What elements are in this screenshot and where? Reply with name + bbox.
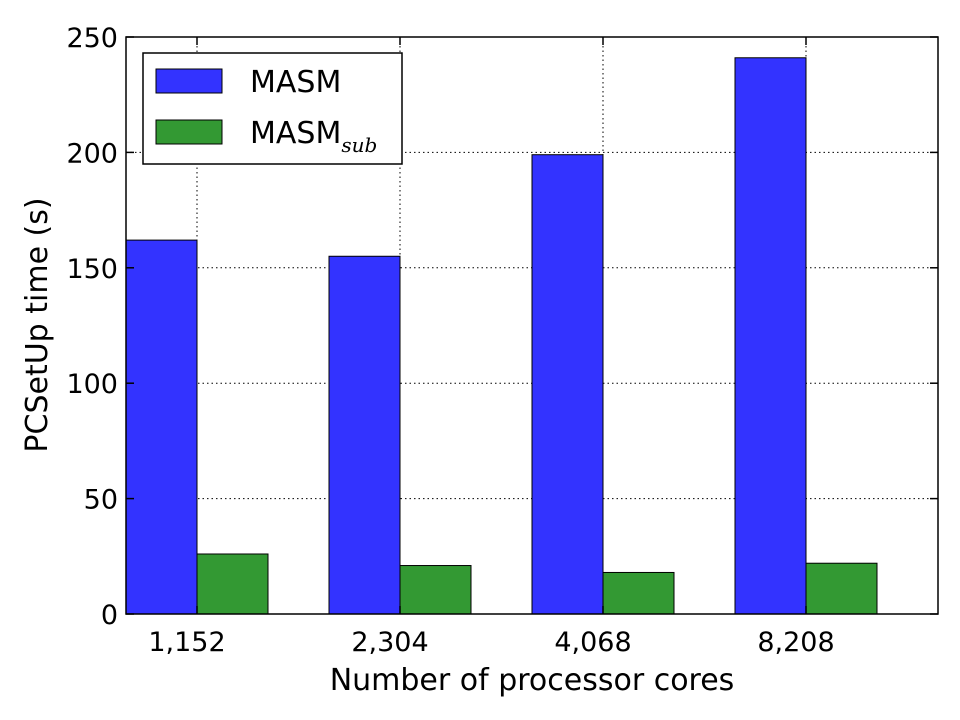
bar-masm-3 [734, 57, 807, 615]
y-tick-label: 250 [66, 23, 118, 54]
bar-masm-2 [531, 154, 604, 615]
bar-masm-1 [328, 255, 401, 615]
y-tick-label: 50 [84, 485, 118, 516]
y-tick-label: 150 [66, 254, 118, 285]
plot-frame [125, 36, 939, 615]
x-tick-label: 1,152 [148, 627, 225, 658]
x-tick-label: 8,208 [757, 627, 834, 658]
bar-masm-sub-1 [399, 565, 472, 615]
legend-label-masm-sub: MASMsub [250, 116, 377, 157]
legend-label-masm: MASM [250, 65, 341, 100]
x-axis-label: Number of processor cores [330, 663, 735, 698]
y-tick-label: 100 [66, 369, 118, 400]
legend: MASM MASMsub [142, 52, 403, 165]
y-tick-label: 200 [66, 138, 118, 169]
bar-masm-0 [125, 239, 198, 615]
x-tick-label: 4,068 [554, 627, 631, 658]
y-axis-label: PCSetUp time (s) [20, 197, 55, 452]
x-tick-label: 2,304 [351, 627, 428, 658]
bars [125, 57, 878, 615]
y-tick-label: 0 [101, 600, 118, 631]
legend-swatch-masm [155, 68, 223, 94]
bar-masm-sub-2 [602, 571, 675, 615]
ticks: 0 50 100 150 200 250 1,152 2,304 4,068 8,208 [66, 23, 938, 658]
legend-swatch-masm-sub [155, 119, 223, 145]
bar-masm-sub-0 [196, 553, 269, 615]
bar-masm-sub-3 [805, 562, 878, 615]
